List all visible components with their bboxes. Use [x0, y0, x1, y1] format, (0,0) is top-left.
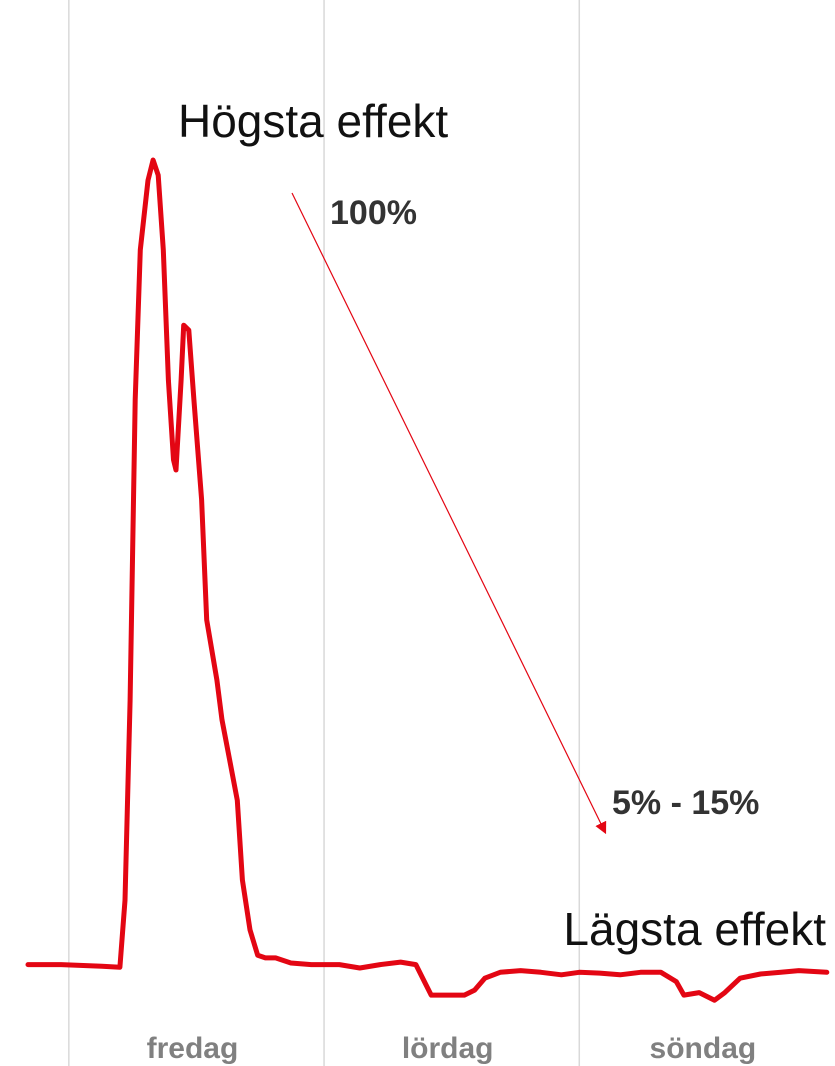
x-tick-label: söndag [650, 1032, 757, 1065]
low-value: 5% - 15% [612, 784, 759, 822]
data-line [25, 157, 830, 1003]
high-label: Högsta effekt [178, 95, 448, 147]
x-tick-label: fredag [147, 1032, 239, 1065]
x-tick-label: lördag [402, 1032, 494, 1065]
arrow [291, 192, 607, 835]
high-value: 100% [330, 194, 417, 232]
low-label: Lägsta effekt [563, 903, 826, 955]
